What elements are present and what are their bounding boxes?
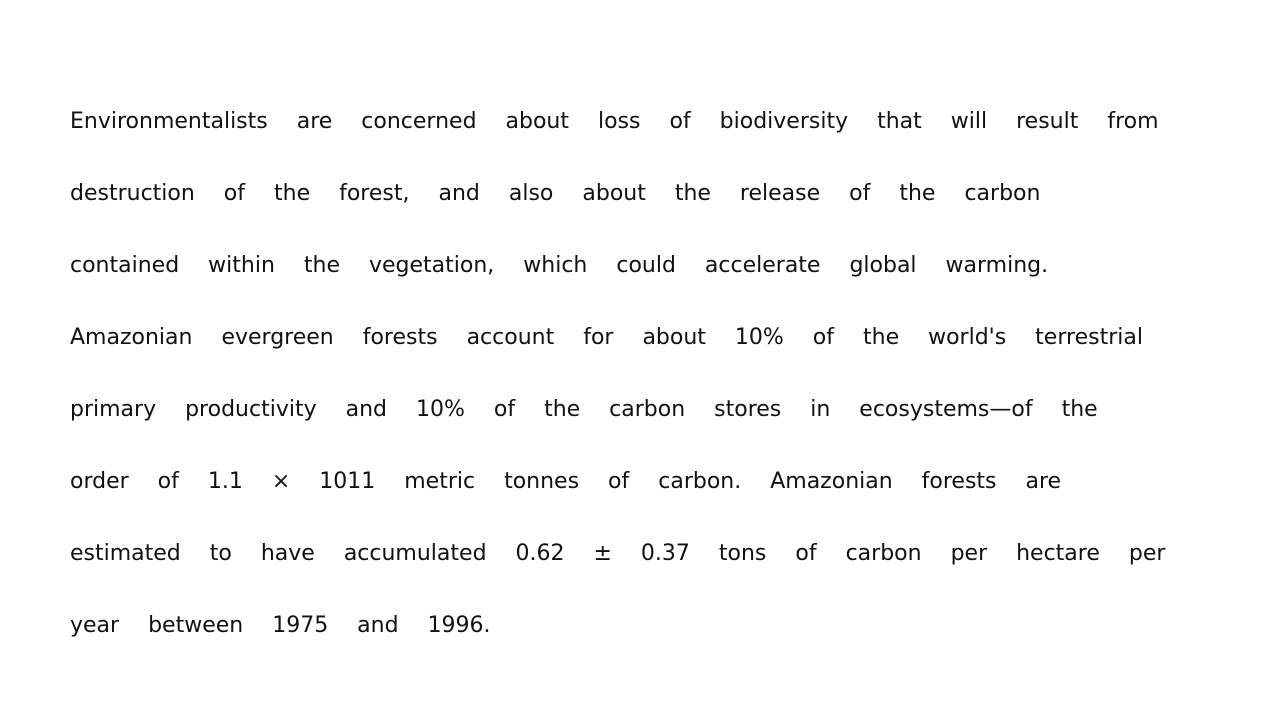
- text-line: Environmentalists are concerned about lo…: [70, 109, 1159, 134]
- text-line: primary productivity and 10% of the carb…: [70, 397, 1098, 422]
- text-line: year between 1975 and 1996.: [70, 613, 491, 638]
- text-line: destruction of the forest, and also abou…: [70, 181, 1041, 206]
- text-line: contained within the vegetation, which c…: [70, 253, 1049, 278]
- text-line: order of 1.1 × 1011 metric tonnes of car…: [70, 469, 1062, 494]
- paragraph: Environmentalists are concerned about lo…: [70, 86, 1210, 662]
- text-line: estimated to have accumulated 0.62 ± 0.3…: [70, 541, 1166, 566]
- text-line: Amazonian evergreen forests account for …: [70, 325, 1143, 350]
